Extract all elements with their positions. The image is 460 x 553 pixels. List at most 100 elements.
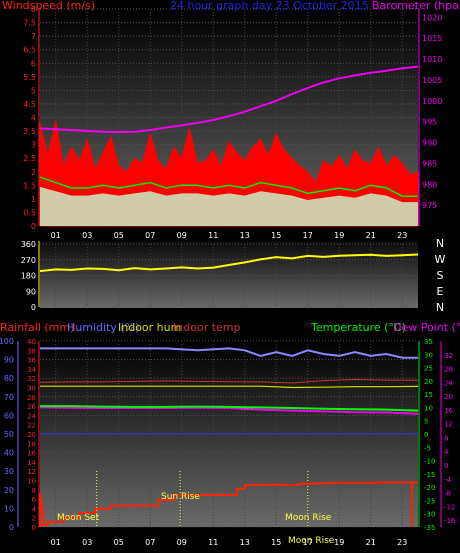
dewpoint-tick-label: 12 — [444, 421, 453, 429]
time-tick-label: 11 — [208, 231, 218, 240]
barometer-tick-label: 980 — [422, 180, 437, 189]
tick-labels: 0 0.5 1 1.5 2 2.5 3 3.5 4 4.5 5 5.5 6 6.5 7 7.5 8 975 980 9… — [0, 5, 456, 547]
rainfall-tick-label: 4 — [32, 505, 37, 513]
time-tick-label: 23 — [397, 231, 407, 240]
wind-tick-label: 4.5 — [23, 100, 36, 109]
temperature-tick-label: 25 — [424, 365, 433, 373]
dewpoint-tick-label: -12 — [444, 503, 455, 511]
average-wind-series — [39, 176, 418, 197]
temperature-tick-label: -10 — [424, 458, 435, 466]
wind-tick-label: 5.5 — [23, 73, 36, 82]
barometer-tick-label: 1000 — [422, 97, 442, 106]
wind-tick-label: 6 — [31, 59, 36, 68]
wind-tick-label: 1.5 — [23, 181, 36, 190]
time-tick-label: 21 — [366, 538, 376, 547]
time-tick-label: 05 — [114, 538, 124, 547]
direction-tick-label: 180 — [21, 272, 36, 281]
time-tick-label: 17 — [303, 538, 313, 547]
temperature-tick-label: -35 — [424, 524, 435, 532]
windspeed-axis-label: Windspeed (m/s) — [2, 0, 95, 12]
rainfall-tick-label: 18 — [27, 440, 36, 448]
barometer-tick-label: 990 — [422, 139, 437, 148]
humidity-tick-label: 30 — [4, 467, 14, 476]
moon-set-annotation: Moon Set — [57, 513, 100, 523]
rainfall-tick-label: 2 — [32, 515, 36, 523]
indoor-hum-label: Indoor hum — [118, 321, 181, 334]
dewpoint-tick-label: 0 — [444, 462, 448, 470]
barometer-series — [39, 65, 419, 134]
time-tick-label: 15 — [271, 538, 281, 547]
rainfall-tick-label: 40 — [27, 338, 36, 346]
humidity-tick-label: 70 — [4, 393, 14, 402]
rainfall-tick-label: 20 — [27, 431, 36, 439]
wind-base-band — [40, 186, 418, 226]
rainfall-tick-label: 28 — [27, 394, 36, 402]
direction-tick-label: 270 — [21, 256, 36, 265]
temperature-tick-label: 35 — [424, 338, 433, 346]
dewpoint-tick-label: 16 — [444, 407, 453, 415]
time-tick-label: 07 — [145, 538, 155, 547]
rainfall-axis-label: Rainfall (mm) — [0, 321, 74, 334]
humidity-tick-label: 10 — [4, 504, 14, 513]
indoor-hum-series — [40, 385, 419, 389]
sun-rise-annotation: Sun Rise — [161, 492, 200, 502]
indoor-temp-series — [39, 378, 419, 384]
time-tick-label: 05 — [114, 231, 124, 240]
barometer-axis-label: Barometer (hpa) — [372, 0, 460, 12]
time-tick-label: 23 — [397, 538, 407, 547]
wind-tick-label: 2 — [31, 168, 36, 177]
rainfall-tick-label: 24 — [27, 412, 36, 420]
time-tick-label: 17 — [303, 231, 313, 240]
direction-plot-area — [40, 241, 418, 308]
rainfall-tick-label: 16 — [27, 450, 36, 458]
wind-tick-label: 0.5 — [23, 208, 36, 217]
dewpoint-tick-label: 24 — [444, 379, 453, 387]
moon-rise-annotation: Moon Rise — [285, 513, 332, 523]
rainfall-tick-label: 6 — [32, 496, 37, 504]
compass-label: S — [437, 269, 444, 282]
rainfall-tick-label: 26 — [27, 403, 36, 411]
dewpoint-tick-label: 20 — [444, 393, 453, 401]
humidity-tick-label: 100 — [0, 337, 14, 346]
barometer-tick-label: 995 — [422, 118, 437, 127]
time-tick-label: 03 — [82, 538, 92, 547]
dewpoint-tick-label: 32 — [444, 352, 453, 360]
barometer-tick-label: 985 — [422, 159, 437, 168]
wind-tick-label: 3.5 — [23, 127, 36, 136]
wind-tick-label: 7.5 — [23, 19, 36, 28]
temperature-series — [40, 405, 419, 412]
dewpoint-tick-label: 8 — [444, 434, 448, 442]
dewpoint-tick-label: -16 — [444, 517, 456, 525]
time-tick-label: 19 — [334, 231, 344, 240]
temperature-tick-label: 30 — [424, 351, 433, 359]
barometer-tick-label: 975 — [422, 201, 437, 210]
dewpoint-series — [39, 406, 419, 415]
indoor-temp-label: Indoor temp — [173, 321, 240, 334]
wind-tick-label: 1 — [31, 195, 36, 204]
time-tick-label: 07 — [145, 231, 155, 240]
compass-label: N — [436, 301, 444, 314]
rainfall-tick-label: 8 — [32, 487, 36, 495]
rainfall-tick-label: 30 — [27, 385, 36, 393]
direction-tick-label: 360 — [21, 240, 36, 249]
humidity-tick-label: 50 — [4, 430, 14, 439]
rainfall-tick-label: 38 — [27, 347, 36, 355]
time-tick-label: 11 — [208, 538, 218, 547]
dewpoint-axis-label: Dew Point (°C) — [393, 321, 460, 334]
temperature-tick-label: -15 — [424, 471, 435, 479]
rainfall-series — [39, 481, 419, 527]
dewpoint-tick-label: 28 — [444, 366, 453, 374]
wind-tick-label: 2.5 — [23, 154, 36, 163]
dewpoint-tick-label: -4 — [444, 476, 452, 484]
temperature-tick-label: 20 — [424, 378, 433, 386]
barometer-tick-label: 1005 — [422, 76, 442, 85]
wind-tick-label: 7 — [31, 32, 36, 41]
wind-tick-label: 4 — [31, 114, 36, 123]
time-tick-label: 01 — [51, 231, 61, 240]
time-tick-label: 01 — [51, 538, 61, 547]
time-tick-label: 13 — [240, 538, 250, 547]
humidity-tick-label: 60 — [4, 411, 14, 420]
dewpoint-tick-label: 4 — [444, 448, 449, 456]
direction-tick-label: 0 — [31, 303, 36, 312]
